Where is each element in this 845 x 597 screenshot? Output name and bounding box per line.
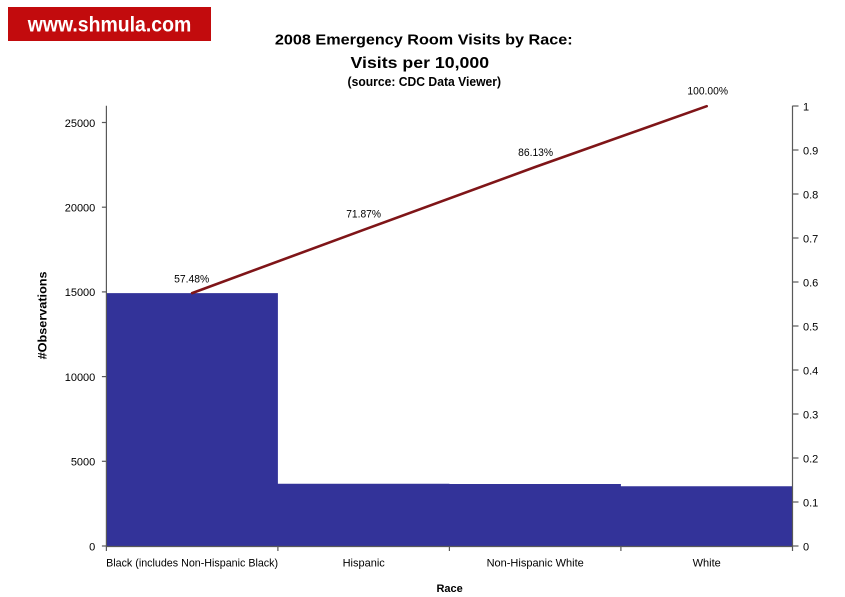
svg-text:86.13%: 86.13% <box>518 147 553 159</box>
svg-text:0: 0 <box>89 541 95 553</box>
svg-text:100.00%: 100.00% <box>687 85 728 97</box>
svg-text:0.4: 0.4 <box>803 365 818 377</box>
svg-text:15000: 15000 <box>65 287 96 299</box>
svg-text:Race: Race <box>436 583 462 595</box>
svg-text:Hispanic: Hispanic <box>343 558 386 570</box>
svg-text:White: White <box>693 558 721 570</box>
svg-text:1: 1 <box>803 101 809 113</box>
svg-text:20000: 20000 <box>65 203 96 215</box>
svg-text:Visits per 10,000: Visits per 10,000 <box>351 55 490 72</box>
svg-text:Black (includes Non-Hispanic B: Black (includes Non-Hispanic Black) <box>106 558 278 570</box>
svg-text:0: 0 <box>803 541 809 553</box>
svg-text:0.3: 0.3 <box>803 409 818 421</box>
svg-text:25000: 25000 <box>65 118 96 130</box>
svg-text:5000: 5000 <box>71 457 95 469</box>
svg-text:0.6: 0.6 <box>803 277 818 289</box>
svg-text:0.8: 0.8 <box>803 189 818 201</box>
svg-text:0.7: 0.7 <box>803 233 818 245</box>
svg-text:71.87%: 71.87% <box>346 208 381 220</box>
svg-text:Non-Hispanic White: Non-Hispanic White <box>487 558 584 570</box>
svg-text:www.shmula.com: www.shmula.com <box>27 14 191 37</box>
svg-text:#Observations: #Observations <box>36 271 50 359</box>
svg-text:0.2: 0.2 <box>803 453 818 465</box>
svg-text:0.1: 0.1 <box>803 497 818 509</box>
svg-text:(source: CDC Data Viewer): (source: CDC Data Viewer) <box>348 74 502 89</box>
svg-text:2008 Emergency Room Visits by: 2008 Emergency Room Visits by Race: <box>275 31 573 48</box>
svg-text:0.5: 0.5 <box>803 321 818 333</box>
svg-text:0.9: 0.9 <box>803 145 818 157</box>
svg-text:57.48%: 57.48% <box>174 273 209 285</box>
svg-text:10000: 10000 <box>65 372 96 384</box>
